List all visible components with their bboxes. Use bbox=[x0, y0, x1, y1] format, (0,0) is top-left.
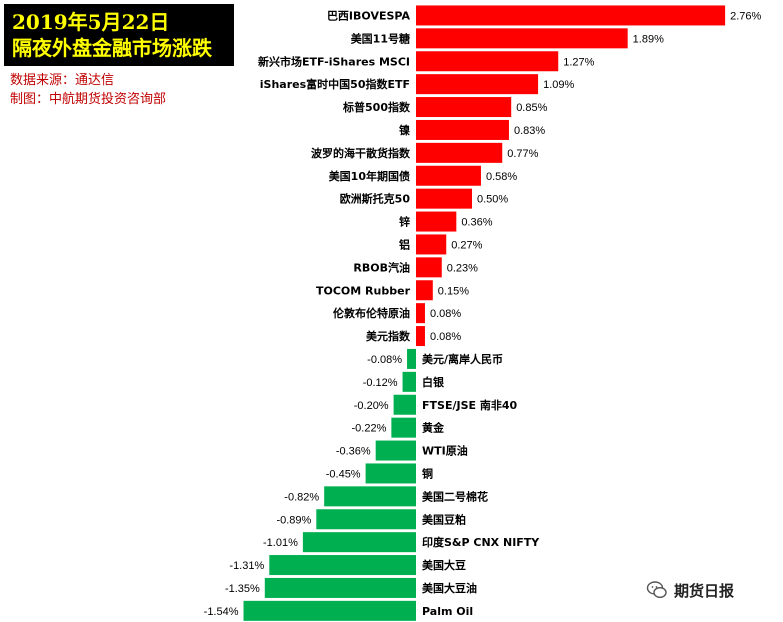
category-label: 美国豆粕 bbox=[422, 512, 466, 526]
category-label: 黄金 bbox=[422, 421, 445, 435]
category-label: 标普500指数 bbox=[342, 100, 411, 114]
bar bbox=[375, 440, 416, 461]
bar bbox=[416, 326, 425, 347]
bar bbox=[316, 509, 416, 530]
data-source-note: 数据来源：通达信 bbox=[10, 73, 115, 88]
data-label: 0.83% bbox=[514, 125, 545, 137]
data-label: 0.08% bbox=[430, 331, 461, 343]
bar bbox=[402, 371, 416, 392]
category-label: 美元/离岸人民币 bbox=[422, 352, 503, 366]
data-label: -0.20% bbox=[354, 400, 389, 412]
category-label: 印度S&P CNX NIFTY bbox=[422, 535, 540, 549]
bar bbox=[416, 119, 509, 140]
category-label: 新兴市场ETF-iShares MSCI bbox=[258, 54, 410, 68]
category-label: Palm Oil bbox=[422, 605, 473, 618]
category-label: 锌 bbox=[399, 215, 410, 229]
category-label: 巴西IBOVESPA bbox=[327, 9, 411, 22]
chart-author-note: 制图：中航期货投资咨询部 bbox=[10, 92, 167, 107]
data-label: 1.89% bbox=[633, 33, 664, 45]
data-label: 0.58% bbox=[486, 171, 517, 183]
bar bbox=[264, 577, 416, 598]
data-label: -1.31% bbox=[229, 560, 264, 572]
data-label: 0.85% bbox=[516, 102, 547, 114]
category-label: iShares富时中国50指数ETF bbox=[260, 77, 410, 91]
category-label: 白银 bbox=[422, 375, 445, 389]
category-label: 欧洲斯托克50 bbox=[340, 192, 411, 206]
category-label: 美国大豆 bbox=[422, 558, 466, 572]
data-label: -1.54% bbox=[204, 606, 239, 618]
category-label: 铝 bbox=[399, 237, 410, 251]
bar bbox=[416, 5, 726, 26]
bar bbox=[416, 74, 539, 95]
category-label: 美国10年期国债 bbox=[329, 169, 410, 183]
wechat-bubble-icon bbox=[646, 581, 667, 599]
bar bbox=[407, 348, 416, 369]
data-label: 0.27% bbox=[451, 239, 482, 251]
watermark-text: 期货日报 bbox=[674, 581, 735, 600]
category-label: RBOB汽油 bbox=[353, 260, 410, 274]
bar bbox=[393, 394, 416, 415]
category-label: FTSE/JSE 南非40 bbox=[422, 398, 517, 412]
bar bbox=[416, 257, 442, 278]
category-label: 美国二号棉花 bbox=[422, 489, 488, 503]
bar bbox=[391, 417, 416, 438]
watermark: 期货日报 bbox=[646, 578, 734, 602]
data-label: -0.82% bbox=[284, 491, 319, 503]
title-box: 2019年5月22日 隔夜外盘金融市场涨跌 bbox=[4, 4, 234, 66]
category-label: 美元指数 bbox=[366, 329, 411, 343]
bar bbox=[416, 51, 559, 72]
data-label: 2.76% bbox=[730, 10, 761, 22]
data-label: -0.22% bbox=[352, 423, 387, 435]
data-label: -0.45% bbox=[326, 468, 361, 480]
chart-title-date: 2019年5月22日 bbox=[12, 10, 170, 34]
bar bbox=[416, 234, 447, 255]
bar bbox=[416, 303, 425, 324]
category-label: 美国11号糖 bbox=[351, 31, 410, 45]
category-label: 美国大豆油 bbox=[422, 581, 477, 595]
bar bbox=[416, 280, 433, 301]
category-label: 铜 bbox=[421, 466, 433, 480]
data-label: -0.89% bbox=[276, 514, 311, 526]
data-label: -0.08% bbox=[367, 354, 402, 366]
bar bbox=[416, 97, 512, 118]
data-label: 0.15% bbox=[438, 285, 469, 297]
bar bbox=[416, 211, 457, 232]
category-label: 镍 bbox=[399, 123, 410, 137]
category-label: 伦敦布伦特原油 bbox=[333, 306, 410, 320]
data-label: 0.08% bbox=[430, 308, 461, 320]
data-label: -0.12% bbox=[363, 377, 398, 389]
data-label: 0.23% bbox=[447, 262, 478, 274]
data-label: -1.01% bbox=[263, 537, 298, 549]
chart-title: 隔夜外盘金融市场涨跌 bbox=[12, 36, 212, 60]
bar bbox=[302, 532, 416, 553]
data-label: 1.09% bbox=[543, 79, 574, 91]
bar bbox=[324, 486, 416, 507]
data-label: 0.36% bbox=[461, 217, 492, 229]
bar bbox=[243, 600, 416, 621]
data-label: -1.35% bbox=[225, 583, 260, 595]
bar bbox=[269, 555, 416, 576]
category-label: TOCOM Rubber bbox=[316, 284, 411, 297]
category-label: 波罗的海干散货指数 bbox=[311, 146, 411, 160]
bar bbox=[416, 28, 628, 49]
data-label: 1.27% bbox=[563, 56, 594, 68]
bar bbox=[416, 165, 481, 186]
category-label: WTI原油 bbox=[422, 444, 468, 458]
bar bbox=[416, 142, 503, 163]
data-label: -0.36% bbox=[336, 446, 371, 458]
data-label: 0.50% bbox=[477, 194, 508, 206]
bar bbox=[416, 188, 472, 209]
bar bbox=[365, 463, 416, 484]
data-label: 0.77% bbox=[507, 148, 538, 160]
